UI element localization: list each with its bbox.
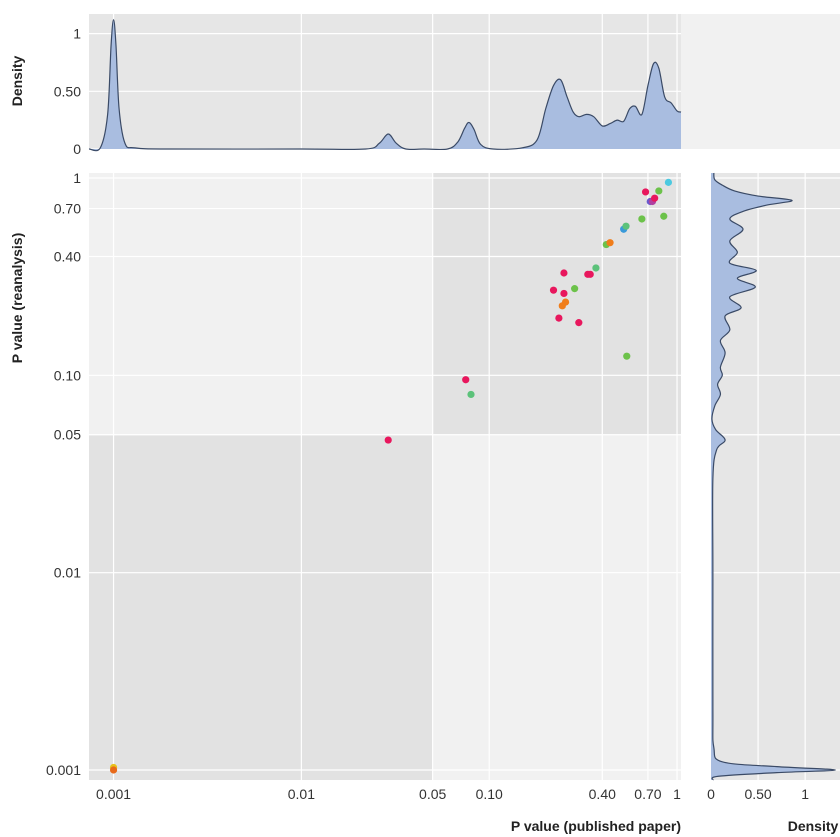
tick-label: 0.50 — [54, 83, 81, 99]
data-point — [575, 319, 583, 327]
right-density-x-axis-title: Density — [788, 818, 839, 834]
data-point — [549, 286, 558, 294]
top-density-panel: 0 0.50 1 Density — [9, 14, 840, 157]
density-area-fill — [711, 173, 836, 780]
shaded-region — [89, 434, 433, 780]
data-point — [660, 212, 668, 220]
tick-label: 0.10 — [476, 786, 503, 802]
data-point — [638, 215, 646, 223]
tick-label: 0.001 — [96, 786, 131, 802]
tick-label: 0.01 — [54, 565, 81, 581]
data-point — [622, 222, 630, 230]
tick-label: 1 — [73, 26, 81, 42]
top-density-curve — [88, 19, 682, 152]
data-point — [606, 239, 614, 247]
data-point — [384, 436, 392, 444]
data-point — [586, 270, 594, 278]
scatter-gridlines — [89, 173, 681, 780]
top-density-right-strip — [681, 14, 840, 149]
data-point — [641, 188, 650, 196]
tick-label: 0.05 — [419, 786, 446, 802]
tick-label: 0.40 — [54, 249, 81, 265]
right-density-panel: 0 0.50 1 Density — [707, 172, 840, 834]
tick-label: 1 — [801, 786, 809, 802]
tick-label: 0.001 — [46, 762, 81, 778]
scatter-x-axis-title: P value (published paper) — [511, 818, 681, 834]
tick-label: 0.40 — [589, 786, 616, 802]
tick-label: 0 — [73, 141, 81, 157]
data-point — [664, 178, 673, 186]
tick-label: 1 — [73, 170, 81, 186]
right-density-x-ticks: 0 0.50 1 — [707, 786, 809, 802]
data-point — [467, 390, 475, 399]
scatter-y-axis-title: P value (reanalysis) — [9, 233, 25, 363]
data-point — [592, 264, 600, 272]
data-point — [560, 269, 568, 277]
data-point — [651, 194, 659, 202]
tick-label: 0.01 — [288, 786, 315, 802]
tick-label: 0.70 — [634, 786, 661, 802]
scatter-panel: 0.001 0.01 0.05 0.10 0.40 0.70 1 0.001 0.01 0.05… — [9, 170, 681, 834]
top-density-y-ticks: 0 0.50 1 — [54, 26, 81, 157]
scatter-points — [109, 178, 673, 774]
tick-label: 1 — [673, 786, 681, 802]
data-point — [462, 376, 470, 384]
data-point — [561, 298, 570, 306]
tick-label: 0.50 — [744, 786, 771, 802]
density-line — [88, 19, 682, 152]
data-point — [109, 766, 118, 774]
tick-label: 0.10 — [54, 367, 81, 383]
data-point — [571, 285, 579, 293]
tick-label: 0 — [707, 786, 715, 802]
data-point — [555, 314, 563, 322]
scatter-y-ticks: 0.001 0.01 0.05 0.10 0.40 0.70 1 — [46, 170, 81, 778]
data-point — [560, 289, 568, 298]
scatter-x-ticks: 0.001 0.01 0.05 0.10 0.40 0.70 1 — [96, 786, 681, 802]
data-point — [655, 187, 663, 195]
tick-label: 0.70 — [54, 201, 81, 217]
right-density-curve — [711, 172, 836, 781]
density-area-fill — [89, 19, 681, 151]
density-line — [711, 172, 836, 781]
top-density-y-axis-title: Density — [9, 56, 25, 107]
tick-label: 0.05 — [54, 427, 81, 443]
data-point — [623, 352, 631, 360]
